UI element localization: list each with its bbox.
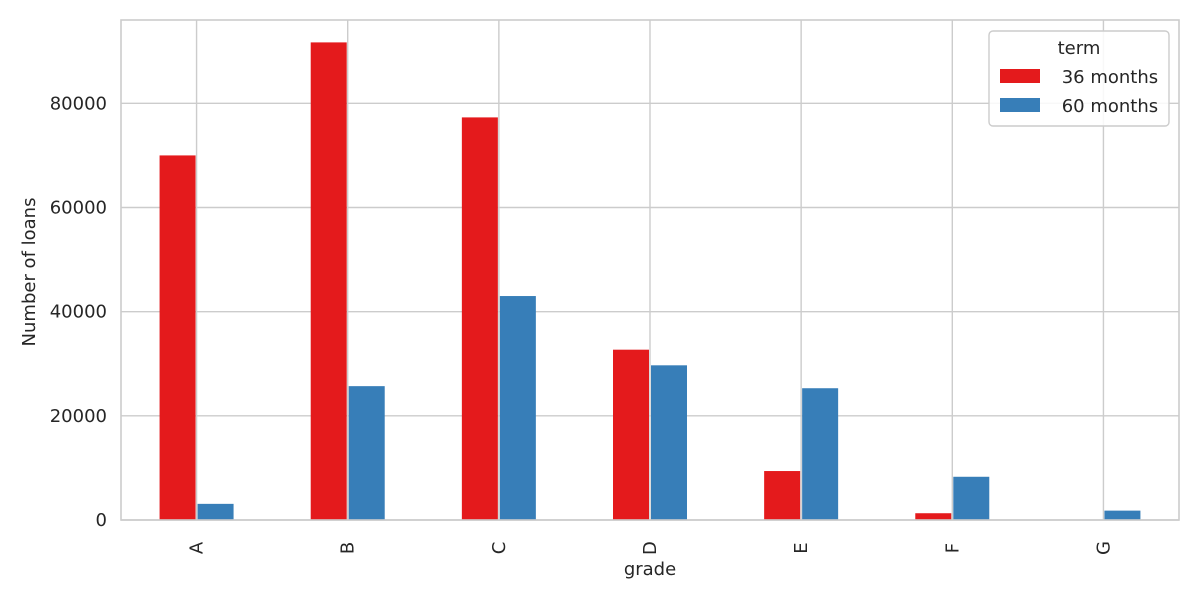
legend-label-60-months: 60 months (1056, 96, 1158, 117)
y-tick-label: 80000 (50, 93, 107, 114)
bar-F-series-0 (915, 513, 952, 520)
plot-frame (120, 19, 1180, 521)
bar-E-series-0 (764, 471, 801, 520)
y-axis-ticks: 0 20000 40000 60000 80000 (50, 93, 107, 531)
x-tick-label: G (1093, 541, 1114, 555)
bar-G-series-1 (1104, 510, 1141, 520)
bar-F-series-1 (953, 476, 990, 520)
x-tick-label: A (187, 541, 208, 554)
legend-swatch-36-months (1000, 69, 1040, 83)
x-axis-title: grade (624, 559, 676, 580)
x-tick-label: F (942, 543, 963, 553)
bar-D-series-1 (651, 365, 687, 520)
y-tick-label: 40000 (50, 302, 107, 323)
bars (159, 42, 1141, 520)
y-tick-label: 0 (96, 510, 107, 531)
legend-label-36-months: 36 months (1056, 67, 1158, 88)
y-tick-label: 60000 (50, 198, 107, 219)
bar-E-series-1 (802, 388, 839, 520)
x-tick-label: C (489, 542, 510, 555)
bar-B-series-0 (310, 42, 347, 520)
bar-D-series-0 (613, 349, 649, 520)
y-tick-label: 20000 (50, 406, 107, 427)
legend-swatch-60-months (1000, 98, 1040, 112)
x-tick-label: E (791, 542, 812, 553)
legend-title: term (1058, 38, 1101, 59)
y-axis-title: Number of loans (19, 198, 40, 347)
x-axis-ticks: A B C D E F G (187, 541, 1115, 555)
bar-C-series-0 (461, 117, 498, 520)
x-tick-label: B (338, 542, 359, 554)
bar-A-series-0 (159, 155, 196, 520)
bar-A-series-1 (197, 503, 234, 520)
bar-B-series-1 (348, 386, 385, 520)
legend: term 36 months 60 months (988, 30, 1170, 127)
bar-C-series-1 (499, 296, 536, 520)
x-tick-label: D (640, 541, 661, 555)
